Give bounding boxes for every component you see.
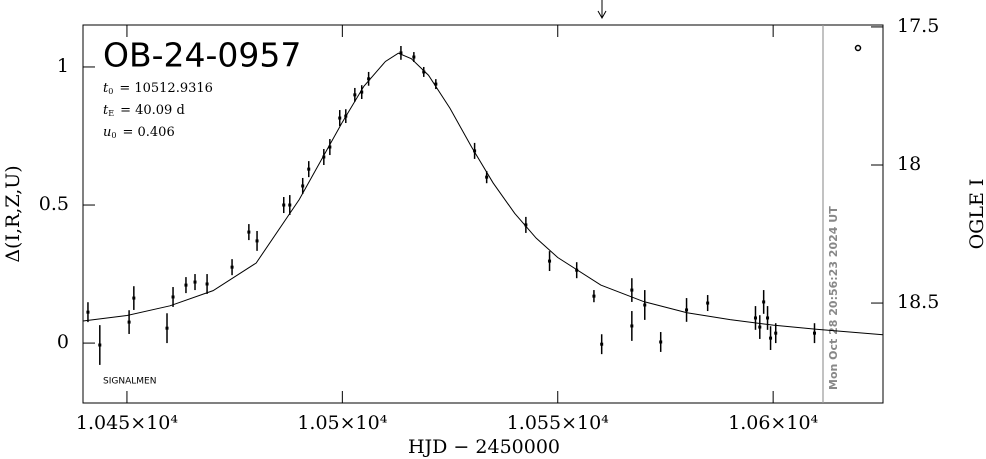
data-point	[659, 340, 663, 344]
data-point	[630, 324, 634, 328]
data-point	[344, 114, 348, 118]
x-tick-label: 1.05×10⁴	[297, 412, 387, 434]
x-tick-label: 1.055×10⁴	[507, 412, 609, 434]
data-point	[412, 55, 416, 59]
plot-frame	[82, 24, 884, 404]
data-point	[762, 300, 766, 304]
data-point	[184, 283, 188, 287]
y2-tick-label: 18.5	[897, 291, 939, 313]
data-point	[706, 301, 710, 305]
param-subscript: 0	[108, 87, 113, 96]
y-axis-label: Δ(I,R,Z,U)	[2, 165, 24, 262]
data-point	[524, 223, 528, 227]
y-tick-label: 0.5	[39, 193, 69, 215]
data-point	[367, 77, 371, 81]
param-text: = 0.406	[122, 125, 174, 140]
data-point	[600, 342, 604, 346]
data-point	[758, 325, 762, 329]
param: t0 = 10512.9316	[103, 81, 213, 97]
data-point	[86, 310, 90, 314]
param-text: = 10512.9316	[119, 81, 213, 96]
data-point	[301, 184, 305, 188]
data-point	[766, 316, 770, 320]
data-point	[630, 288, 634, 292]
data-point	[132, 296, 136, 300]
data-point	[434, 82, 438, 86]
param-symbol: t	[103, 103, 109, 118]
data-point	[322, 155, 326, 159]
note: SIGNALMEN	[103, 377, 156, 387]
chart-title: OB-24-0957	[103, 36, 301, 75]
data-point	[171, 295, 175, 299]
y2-tick-label: 17.5	[897, 15, 939, 37]
data-point	[338, 116, 342, 120]
data-point	[685, 308, 689, 312]
param: u0 = 0.406	[103, 125, 175, 141]
data-point	[769, 336, 773, 340]
marker-circle	[854, 44, 862, 52]
data-point	[353, 93, 357, 97]
data-point	[485, 175, 489, 179]
data-point	[753, 316, 757, 320]
data-point	[592, 294, 596, 298]
data-point	[282, 203, 286, 207]
data-point	[328, 145, 332, 149]
x-tick-label: 1.06×10⁴	[728, 412, 818, 434]
data-point	[165, 326, 169, 330]
param-symbol: t	[103, 81, 109, 96]
param-text: = 40.09 d	[120, 103, 185, 118]
timestamp: Mon Oct 28 20:56:23 2024 UT	[827, 206, 840, 390]
data-point	[288, 203, 292, 207]
data-point	[193, 280, 197, 284]
y2-tick-label: 18	[897, 153, 921, 175]
data-point	[247, 230, 251, 234]
param-subscript: 0	[111, 131, 116, 140]
data-point	[643, 303, 647, 307]
x-axis-label: HJD − 2450000	[408, 436, 560, 458]
data-point	[127, 320, 131, 324]
param: tE = 40.09 d	[103, 103, 185, 119]
alert-arrow-head	[597, 10, 607, 20]
data-point	[255, 239, 259, 243]
data-point	[422, 70, 426, 74]
data-point	[774, 331, 778, 335]
x-tick-label: 1.045×10⁴	[76, 412, 178, 434]
data-point	[360, 90, 364, 94]
data-point	[399, 51, 403, 55]
param-subscript: E	[108, 109, 114, 118]
data-point	[473, 149, 477, 153]
y-tick-label: 1	[57, 55, 69, 77]
y-tick-label: 0	[57, 331, 69, 353]
data-point	[575, 268, 579, 272]
param-symbol: u	[103, 125, 111, 140]
data-point	[205, 282, 209, 286]
data-point	[307, 167, 311, 171]
data-point	[813, 331, 817, 335]
data-point	[98, 343, 102, 347]
y2-axis-label: OGLE I	[966, 179, 986, 250]
data-point	[548, 259, 552, 263]
data-point	[230, 265, 234, 269]
